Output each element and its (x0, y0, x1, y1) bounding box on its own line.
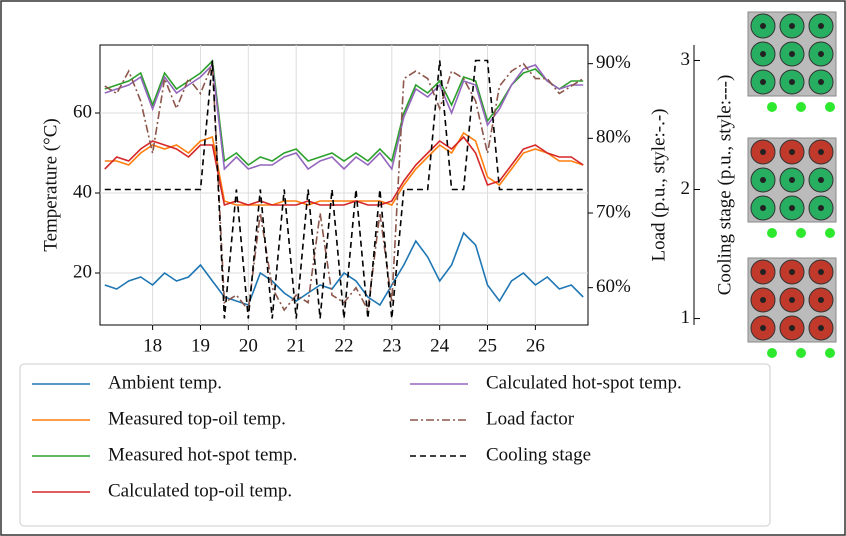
x-tick-label: 26 (526, 335, 545, 356)
fan-hub (818, 269, 824, 275)
y3-tick-label: 3 (681, 49, 691, 70)
fan-hub (818, 325, 824, 331)
series-line (104, 63, 584, 171)
x-tick-label: 23 (382, 335, 401, 356)
fan-hub (760, 269, 766, 275)
status-dot (825, 348, 835, 358)
x-tick-label: 18 (143, 335, 162, 356)
fan-hub (818, 51, 824, 57)
fan-hub (818, 23, 824, 29)
fan-hub (789, 297, 795, 303)
y2-tick-label: 90% (596, 52, 631, 73)
y-tick-label: 40 (73, 181, 92, 202)
fan-hub (760, 205, 766, 211)
x-tick-label: 24 (430, 335, 450, 356)
fan-hub (789, 325, 795, 331)
fan-hub (818, 79, 824, 85)
y-tick-label: 60 (73, 101, 92, 122)
fan-hub (760, 297, 766, 303)
status-dot (767, 348, 777, 358)
y2-axis-label: Load (p.u., style:-.-) (648, 108, 669, 261)
status-dot (825, 102, 835, 112)
fan-hub (818, 297, 824, 303)
y3-tick-label: 2 (681, 178, 691, 199)
y-axis-label: Temperature (°C) (40, 118, 61, 251)
legend-label: Load factor (486, 408, 575, 429)
fan-hub (818, 149, 824, 155)
fan-hub (760, 79, 766, 85)
fan-hub (789, 177, 795, 183)
fan-hub (760, 51, 766, 57)
status-dot (796, 348, 806, 358)
status-dot (796, 102, 806, 112)
status-dot (767, 228, 777, 238)
legend-box (19, 363, 771, 527)
fan-hub (760, 149, 766, 155)
fan-hub (760, 177, 766, 183)
fan-hub (789, 149, 795, 155)
x-tick-label: 20 (239, 335, 258, 356)
fan-hub (789, 23, 795, 29)
y3-axis-label: Cooling stage (p.u., style:---) (714, 75, 735, 296)
legend-label: Calculated hot-spot temp. (486, 372, 682, 393)
x-tick-label: 22 (335, 335, 354, 356)
fan-hub (789, 269, 795, 275)
series-line (104, 131, 584, 206)
y-tick-label: 20 (73, 261, 92, 282)
legend-label: Calculated top-oil temp. (108, 480, 292, 501)
status-dot (767, 102, 777, 112)
x-tick-label: 21 (287, 335, 306, 356)
legend-label: Cooling stage (486, 444, 591, 465)
fan-hub (789, 51, 795, 57)
fan-hub (789, 205, 795, 211)
series-line (104, 231, 584, 307)
fan-hub (818, 205, 824, 211)
legend-label: Ambient temp. (108, 372, 222, 393)
y3-tick-label: 1 (681, 307, 691, 328)
series-line (104, 59, 584, 167)
legend-label: Measured hot-spot temp. (108, 444, 297, 465)
fan-hub (760, 23, 766, 29)
fan-hub (760, 325, 766, 331)
fan-hub (818, 177, 824, 183)
x-tick-label: 25 (478, 335, 497, 356)
status-dot (825, 228, 835, 238)
series-line (104, 62, 584, 313)
y2-tick-label: 80% (596, 127, 631, 148)
legend-label: Measured top-oil temp. (108, 408, 286, 429)
fan-hub (789, 79, 795, 85)
y2-tick-label: 70% (596, 201, 631, 222)
series-line (104, 135, 584, 207)
y2-tick-label: 60% (596, 276, 631, 297)
status-dot (796, 228, 806, 238)
x-tick-label: 19 (191, 335, 210, 356)
